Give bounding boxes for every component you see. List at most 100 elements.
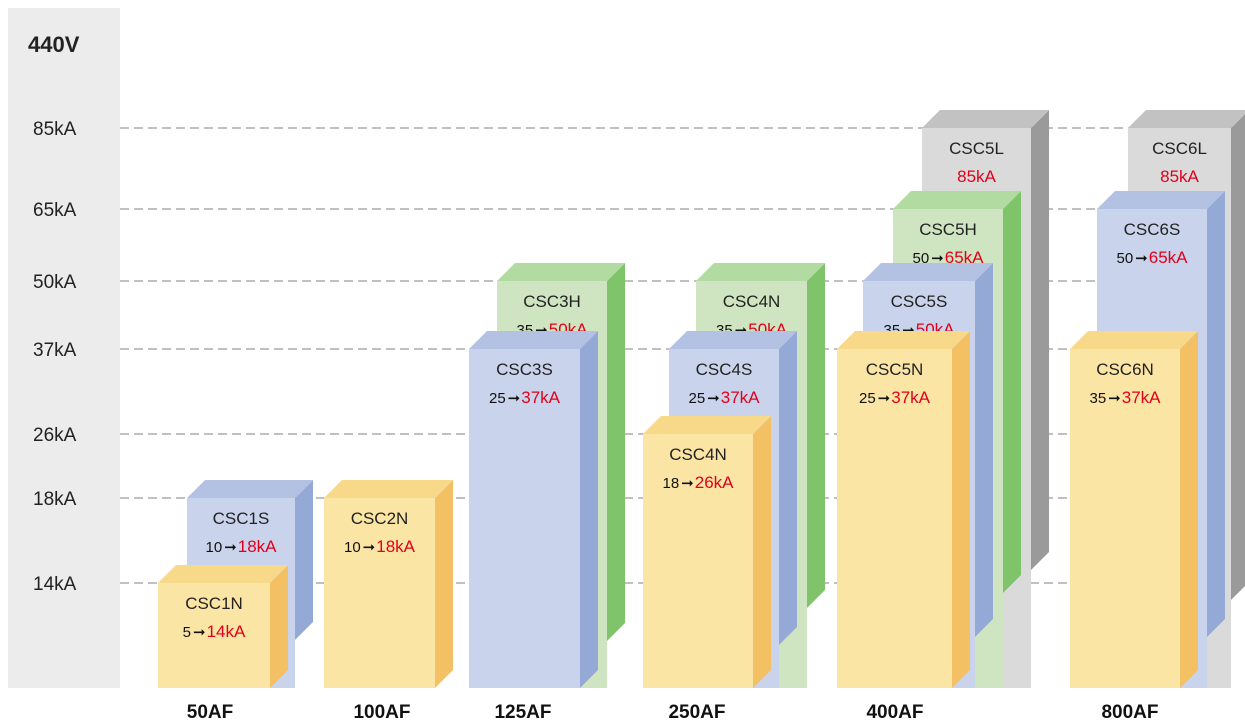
bar-side-face bbox=[952, 331, 970, 688]
bar-top-face bbox=[837, 331, 970, 349]
bar-front-face bbox=[469, 349, 580, 688]
bar-front-face bbox=[158, 583, 270, 688]
bar-to-value: 14kA bbox=[207, 622, 246, 641]
bar-csc2n-2: CSC2N 10 ➞18kA bbox=[324, 480, 453, 688]
bar-side-face bbox=[1180, 331, 1198, 688]
arrow-icon: ➞ bbox=[224, 538, 237, 556]
bar-from-value: 50 bbox=[1116, 250, 1133, 267]
bar-top-face bbox=[497, 263, 625, 281]
y-tick-label: 65kA bbox=[33, 200, 77, 221]
arrow-icon: ➞ bbox=[707, 389, 720, 407]
bar-model-label: CSC4S bbox=[696, 360, 753, 379]
x-tick-labels: 50AF 100AF 125AF 250AF 400AF 800AF bbox=[187, 702, 1159, 723]
bar-side-face bbox=[607, 263, 625, 641]
y-tick-label: 18kA bbox=[33, 489, 77, 510]
bar-top-face bbox=[1097, 191, 1225, 209]
arrow-icon: ➞ bbox=[363, 538, 376, 556]
bar-side-face bbox=[975, 263, 993, 637]
bar-from-value: 5 bbox=[183, 624, 191, 641]
bar-value-label: 25 ➞37kA bbox=[859, 388, 931, 407]
bar-side-face bbox=[1003, 191, 1021, 593]
bar-side-face bbox=[580, 331, 598, 688]
bar-value-label: 25 ➞37kA bbox=[489, 388, 561, 407]
bar-from-value: 50 bbox=[912, 250, 929, 267]
bar-model-label: CSC1N bbox=[185, 594, 243, 613]
bar-top-face bbox=[158, 565, 288, 583]
bar-from-value: 10 bbox=[344, 539, 361, 556]
bar-from-value: 18 bbox=[662, 475, 679, 492]
bar-side-face bbox=[753, 416, 771, 688]
bar-to-value: 37kA bbox=[891, 388, 930, 407]
bar-csc3s-4: CSC3S 25 ➞37kA bbox=[469, 331, 598, 688]
bar-side-face bbox=[270, 565, 288, 688]
bar-top-face bbox=[669, 331, 797, 349]
arrow-icon: ➞ bbox=[878, 389, 891, 407]
bar-to-value: 65kA bbox=[945, 248, 984, 267]
bar-csc6n-14: CSC6N 35 ➞37kA bbox=[1070, 331, 1198, 688]
bar-side-face bbox=[435, 480, 453, 688]
arrow-icon: ➞ bbox=[193, 623, 206, 641]
bar-model-label: CSC5N bbox=[866, 360, 924, 379]
y-tick-label: 85kA bbox=[33, 119, 77, 140]
bar-value-label: 5 ➞14kA bbox=[183, 622, 246, 641]
bar-side-face bbox=[295, 480, 313, 640]
bar-top-face bbox=[643, 416, 771, 434]
bar-csc5n-11: CSC5N 25 ➞37kA bbox=[837, 331, 970, 688]
bar-top-face bbox=[863, 263, 993, 281]
bar-model-label: CSC4N bbox=[723, 292, 781, 311]
bar-model-label: CSC5L bbox=[949, 139, 1004, 158]
arrow-icon: ➞ bbox=[681, 474, 694, 492]
arrow-icon: ➞ bbox=[1135, 249, 1148, 267]
x-tick-label: 50AF bbox=[187, 702, 233, 723]
bar-value-label: 35 ➞37kA bbox=[1089, 388, 1161, 407]
y-axis-band bbox=[8, 8, 120, 688]
bar-csc4n-7: CSC4N 18 ➞26kA bbox=[643, 416, 771, 688]
bar-to-value: 37kA bbox=[721, 388, 760, 407]
bar-front-face bbox=[837, 349, 952, 688]
bar-to-value: 37kA bbox=[521, 388, 560, 407]
bar-to-value: 26kA bbox=[695, 473, 734, 492]
bar-value-label: 50 ➞65kA bbox=[1116, 248, 1188, 267]
y-tick-label: 37kA bbox=[33, 340, 77, 361]
y-tick-labels: 14kA 18kA 26kA 37kA 50kA 65kA 85kA bbox=[33, 119, 77, 595]
bar-top-face bbox=[922, 110, 1049, 128]
x-tick-label: 250AF bbox=[668, 702, 725, 723]
bar-to-value: 18kA bbox=[376, 537, 415, 556]
bar-from-value: 35 bbox=[1089, 390, 1106, 407]
bar-rated-value: 85kA bbox=[1160, 167, 1199, 186]
bar-model-label: CSC6S bbox=[1124, 220, 1181, 239]
bar-from-value: 25 bbox=[859, 390, 876, 407]
bar-value-label: 10 ➞18kA bbox=[205, 537, 277, 556]
bar-from-value: 25 bbox=[688, 390, 705, 407]
voltage-label: 440V bbox=[28, 32, 80, 57]
bar-top-face bbox=[1128, 110, 1245, 128]
bar-value-label: 18 ➞26kA bbox=[662, 473, 734, 492]
x-tick-label: 100AF bbox=[353, 702, 410, 723]
bar-front-face bbox=[1070, 349, 1180, 688]
y-tick-label: 50kA bbox=[33, 272, 77, 293]
bar-side-face bbox=[807, 263, 825, 608]
arrow-icon: ➞ bbox=[508, 389, 521, 407]
bar-top-face bbox=[696, 263, 825, 281]
bar-top-face bbox=[324, 480, 453, 498]
bar-side-face bbox=[1231, 114, 1245, 600]
bar-to-value: 65kA bbox=[1149, 248, 1188, 267]
bar-model-label: CSC6L bbox=[1152, 139, 1207, 158]
x-tick-label: 800AF bbox=[1101, 702, 1158, 723]
bar-front-face bbox=[324, 498, 435, 688]
bar-model-label: CSC6N bbox=[1096, 360, 1154, 379]
bar-value-label: 50 ➞65kA bbox=[912, 248, 984, 267]
bar-top-face bbox=[187, 480, 313, 498]
bar-model-label: CSC5S bbox=[891, 292, 948, 311]
bar-top-face bbox=[893, 191, 1021, 209]
bar-side-face bbox=[1031, 110, 1049, 570]
bar-value-label: 25 ➞37kA bbox=[688, 388, 760, 407]
bar-model-label: CSC1S bbox=[213, 509, 270, 528]
bar-side-face bbox=[779, 331, 797, 645]
bar-value-label: 10 ➞18kA bbox=[344, 537, 416, 556]
y-tick-label: 26kA bbox=[33, 425, 77, 446]
bar-model-label: CSC3S bbox=[496, 360, 553, 379]
bar-to-value: 37kA bbox=[1122, 388, 1161, 407]
